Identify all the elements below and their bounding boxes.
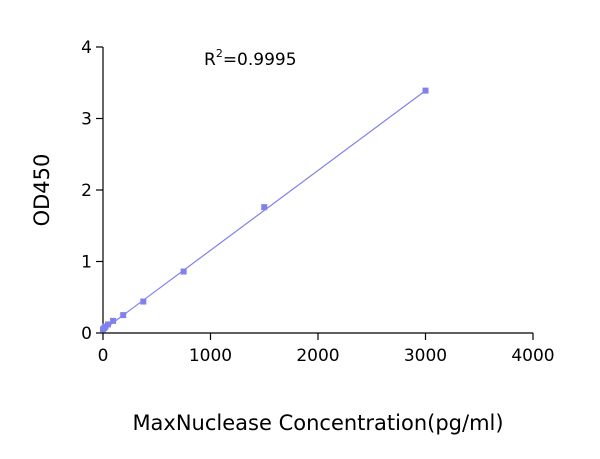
r-squared-superscript: 2 bbox=[216, 47, 223, 60]
x-tick-label: 3000 bbox=[404, 346, 447, 366]
y-tick-label: 3 bbox=[81, 110, 92, 130]
data-point bbox=[422, 87, 429, 94]
y-ticks: 0 1 2 3 4 bbox=[81, 38, 103, 344]
x-axis-title: MaxNuclease Concentration(pg/ml) bbox=[132, 411, 503, 435]
data-point bbox=[110, 317, 117, 324]
r-squared-value: =0.9995 bbox=[223, 50, 297, 70]
data-point bbox=[261, 204, 268, 211]
y-axis-title: OD450 bbox=[30, 154, 54, 227]
y-tick-label: 2 bbox=[81, 181, 92, 201]
x-tick-label: 4000 bbox=[511, 346, 554, 366]
fit-line bbox=[102, 90, 426, 331]
axes bbox=[102, 47, 533, 334]
data-points bbox=[100, 87, 429, 333]
data-point bbox=[120, 312, 127, 319]
x-ticks: 0 1000 2000 3000 4000 bbox=[98, 333, 555, 366]
x-tick-label: 0 bbox=[98, 346, 109, 366]
x-tick-label: 2000 bbox=[296, 346, 339, 366]
data-point bbox=[180, 268, 187, 275]
data-point bbox=[140, 298, 147, 305]
x-tick-label: 1000 bbox=[189, 346, 232, 366]
y-tick-label: 0 bbox=[81, 324, 92, 344]
y-tick-label: 4 bbox=[81, 38, 92, 58]
data-point bbox=[105, 321, 112, 328]
y-tick-label: 1 bbox=[81, 253, 92, 273]
r-squared-annotation: R2=0.9995 bbox=[204, 47, 297, 70]
r-squared-base: R bbox=[204, 50, 216, 70]
